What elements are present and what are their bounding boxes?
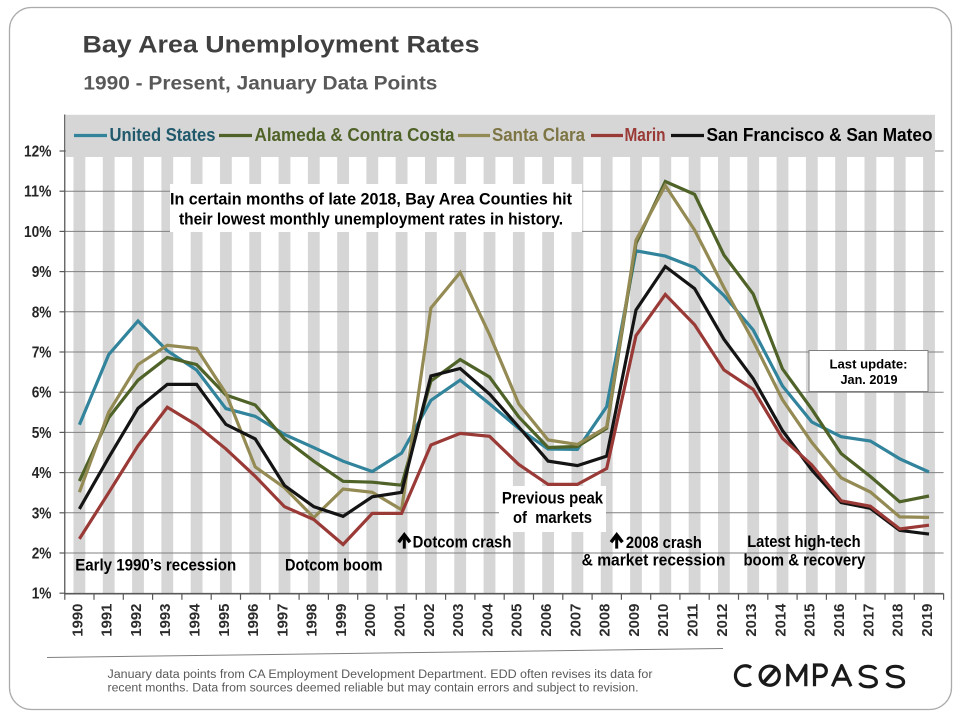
svg-text:1990 - Present, January Data P: 1990 - Present, January Data Points [83,72,437,94]
svg-text:2008 crash: 2008 crash [626,534,702,552]
svg-text:Alameda & Contra Costa: Alameda & Contra Costa [255,125,456,145]
svg-text:January data points from CA Em: January data points from CA Employment D… [108,669,653,681]
svg-text:2004: 2004 [480,604,496,637]
svg-text:3%: 3% [32,505,52,522]
svg-text:Early 1990’s recession: Early 1990’s recession [75,557,236,575]
svg-text:10%: 10% [24,224,52,241]
svg-text:2000: 2000 [363,604,379,637]
svg-text:Santa Clara: Santa Clara [492,125,586,145]
svg-text:United States: United States [110,125,216,145]
svg-text:of markets: of markets [513,509,592,527]
svg-text:2010: 2010 [656,604,672,637]
svg-text:In certain months of late 2018: In certain months of late 2018, Bay Area… [170,191,572,209]
svg-text:9%: 9% [32,264,52,281]
svg-text:1993: 1993 [158,604,174,637]
svg-text:2014: 2014 [773,604,789,637]
svg-text:& market recession: & market recession [582,552,726,570]
svg-text:6%: 6% [32,385,52,402]
svg-text:1996: 1996 [246,604,262,637]
svg-text:2006: 2006 [539,604,555,637]
svg-text:5%: 5% [32,425,52,442]
svg-text:2003: 2003 [451,604,467,637]
svg-text:2007: 2007 [568,604,584,637]
svg-text:2005: 2005 [510,604,526,637]
svg-text:2015: 2015 [803,604,819,637]
svg-text:1990: 1990 [70,604,86,637]
svg-text:2001: 2001 [393,604,409,637]
svg-text:Previous peak: Previous peak [502,490,604,508]
svg-text:Marin: Marin [625,125,666,145]
svg-text:1991: 1991 [100,604,116,637]
svg-text:1%: 1% [32,586,52,603]
svg-text:2009: 2009 [627,604,643,637]
svg-text:Bay Area Unemployment Rates: Bay Area Unemployment Rates [83,32,480,59]
svg-text:Dotcom boom: Dotcom boom [285,557,383,575]
svg-text:Dotcom crash: Dotcom crash [413,534,512,552]
svg-text:1997: 1997 [275,604,291,637]
svg-text:recent months. Data from sourc: recent months. Data from sources deemed … [108,683,639,695]
svg-text:Last update:: Last update: [830,357,908,372]
svg-text:their lowest monthly unemploym: their lowest monthly unemployment rates … [179,211,563,229]
svg-text:2017: 2017 [861,604,877,637]
svg-text:1998: 1998 [305,604,321,637]
svg-text:boom & recovery: boom & recovery [743,552,866,570]
svg-text:7%: 7% [32,345,52,362]
svg-text:San Francisco & San Mateo: San Francisco & San Mateo [707,125,933,145]
svg-text:2018: 2018 [891,604,907,637]
svg-text:2011: 2011 [686,604,702,637]
svg-text:2002: 2002 [422,604,438,637]
svg-text:8%: 8% [32,304,52,321]
svg-text:2016: 2016 [832,604,848,637]
svg-text:2008: 2008 [598,604,614,637]
svg-text:2013: 2013 [744,604,760,637]
svg-text:2019: 2019 [920,604,936,637]
svg-text:2%: 2% [32,546,52,563]
svg-text:12%: 12% [24,144,52,161]
svg-text:Jan. 2019: Jan. 2019 [841,372,898,387]
svg-text:1999: 1999 [334,604,350,637]
svg-text:2012: 2012 [715,604,731,637]
svg-text:1992: 1992 [129,604,145,637]
svg-text:Latest high-tech: Latest high-tech [747,533,860,551]
svg-text:1995: 1995 [217,604,233,637]
svg-text:11%: 11% [24,184,52,201]
svg-text:1994: 1994 [188,604,204,637]
svg-text:4%: 4% [32,465,52,482]
